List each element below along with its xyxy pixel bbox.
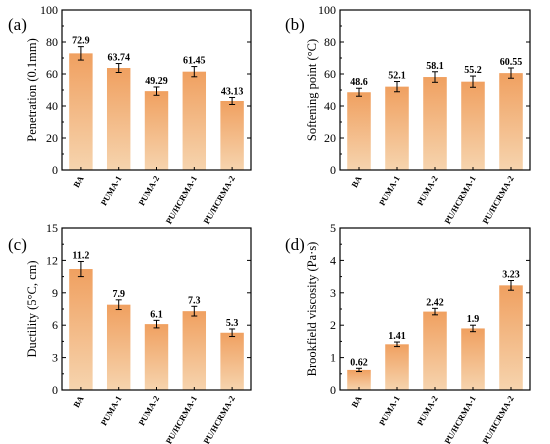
panel-d-bar-4	[499, 285, 523, 390]
panel-b-bar-1	[385, 86, 409, 170]
panel-d-bar-3	[461, 328, 485, 390]
panel-d-y-tick-label-1: 1	[330, 351, 336, 365]
panel-d-bar-2	[423, 311, 447, 390]
panel-b-category-label-2: PUMA-2	[415, 174, 440, 207]
panel-a-category-label-0: BA	[71, 173, 86, 189]
panel-a-value-label-4: 43.13	[221, 86, 244, 97]
panel-c-value-label-1: 7.9	[112, 289, 125, 300]
panel-a-bar-1	[106, 68, 131, 170]
panel-b-panel-label: (b)	[285, 15, 305, 34]
panel-d-value-label-4: 3.23	[502, 269, 520, 280]
panel-d-value-label-3: 1.9	[467, 314, 480, 325]
panel-b-bar-4	[499, 73, 523, 170]
panel-d-value-label-0: 0.62	[350, 357, 368, 368]
panel-c-bar-3	[182, 311, 207, 390]
panel-a-y-tick-label-0: 0	[52, 163, 58, 177]
panel-d-category-label-2: PUMA-2	[415, 394, 440, 427]
panel-c-bar-1	[106, 304, 131, 390]
panel-d-panel-label: (d)	[285, 235, 305, 254]
panel-d-category-label-4: PU/HCRMA-2	[480, 394, 516, 444]
panel-d-y-axis-label: Brookfield viscosity (Pa·s)	[305, 242, 319, 377]
panel-d-category-label-0: BA	[349, 393, 364, 409]
panel-d-y-tick-label-5: 5	[330, 221, 336, 235]
panel-a-panel-label: (a)	[8, 15, 27, 34]
panel-a-category-label-2: PUMA-2	[136, 174, 161, 207]
panel-c-category-label-3: PU/HCRMA-1	[163, 394, 199, 444]
panel-d-y-tick-label-4: 4	[330, 253, 336, 267]
panel-b-bar-3	[461, 81, 485, 170]
panel-b-bar-2	[423, 77, 447, 170]
panel-b-value-label-2: 58.1	[426, 61, 444, 72]
panel-a-bar-3	[182, 71, 207, 170]
panel-c-category-label-0: BA	[71, 393, 86, 409]
panel-c-y-axis-label: Ductility (5°C, cm)	[25, 261, 39, 358]
panel-b-value-label-1: 52.1	[388, 71, 406, 82]
panel-c-y-tick-label-0: 0	[52, 383, 58, 397]
panel-d-bar-1	[385, 344, 409, 390]
panel-a-category-label-4: PU/HCRMA-2	[201, 174, 237, 226]
panel-c-value-label-4: 5.3	[226, 318, 239, 329]
panel-a-y-tick-label-3: 60	[46, 67, 58, 81]
panel-c-category-label-4: PU/HCRMA-2	[201, 394, 237, 444]
panel-c-bar-2	[144, 324, 169, 390]
panel-b-bar-0	[347, 92, 371, 170]
panel-c-y-tick-label-3: 9	[52, 286, 58, 300]
panel-d-y-tick-label-3: 3	[330, 286, 336, 300]
panel-c-category-label-1: PUMA-1	[98, 394, 123, 427]
panel-a-value-label-2: 49.29	[145, 76, 168, 87]
panel-b-y-tick-label-1: 20	[324, 131, 336, 145]
panel-b-value-label-0: 48.6	[350, 77, 368, 88]
panel-c-y-tick-label-4: 12	[46, 253, 58, 267]
panel-c-y-tick-label-2: 6	[52, 318, 58, 332]
panel-b-category-label-3: PU/HCRMA-1	[442, 174, 478, 226]
panel-c-category-label-2: PUMA-2	[136, 394, 161, 427]
panel-a-bar-4	[220, 100, 244, 170]
panel-a-category-label-3: PU/HCRMA-1	[163, 174, 199, 226]
panel-d-category-label-3: PU/HCRMA-1	[442, 394, 478, 444]
panel-b-y-tick-label-2: 40	[324, 99, 336, 113]
panel-b-value-label-3: 55.2	[464, 65, 482, 76]
panel-d-y-tick-label-2: 2	[330, 318, 336, 332]
panel-c-value-label-2: 6.1	[150, 309, 163, 320]
panel-a-y-tick-label-4: 80	[46, 35, 58, 49]
panel-b-category-label-0: BA	[349, 173, 364, 189]
panel-b-y-tick-label-4: 80	[324, 35, 336, 49]
panel-b-value-label-4: 60.55	[500, 57, 523, 68]
panel-d-bar-0	[347, 369, 371, 390]
panel-a-y-tick-label-5: 100	[40, 3, 58, 17]
panel-d-category-label-1: PUMA-1	[377, 394, 402, 427]
panel-a-y-tick-label-1: 20	[46, 131, 58, 145]
panel-d-y-tick-label-0: 0	[330, 383, 336, 397]
panel-a-bar-0	[69, 53, 93, 170]
panel-c-bar-4	[220, 332, 244, 390]
panel-b-y-axis-label: Softening point (°C)	[305, 39, 319, 141]
panel-b-category-label-1: PUMA-1	[377, 174, 402, 207]
panel-b-y-tick-label-5: 100	[318, 3, 336, 17]
panel-b-y-tick-label-0: 0	[330, 163, 336, 177]
panel-c-y-tick-label-5: 15	[46, 221, 58, 235]
panel-b-category-label-4: PU/HCRMA-2	[480, 174, 516, 226]
panel-b-y-tick-label-3: 60	[324, 67, 336, 81]
panel-a-category-label-1: PUMA-1	[98, 174, 123, 207]
panel-a-value-label-1: 63.74	[107, 53, 130, 64]
panel-d-value-label-1: 1.41	[388, 331, 406, 342]
panel-a-y-tick-label-2: 40	[46, 99, 58, 113]
panel-c-value-label-3: 7.3	[188, 295, 201, 306]
panel-d-value-label-2: 2.42	[426, 297, 444, 308]
panel-c-y-tick-label-1: 3	[52, 351, 58, 365]
panel-a-value-label-3: 61.45	[183, 56, 206, 67]
panel-c-bar-0	[69, 269, 93, 390]
panel-a-bar-2	[144, 91, 169, 170]
panel-c-panel-label: (c)	[8, 235, 27, 254]
panel-a-value-label-0: 72.9	[72, 36, 90, 47]
panel-a-y-axis-label: Penetration (0.1mm)	[25, 38, 39, 141]
panel-c-value-label-0: 11.2	[72, 250, 89, 261]
